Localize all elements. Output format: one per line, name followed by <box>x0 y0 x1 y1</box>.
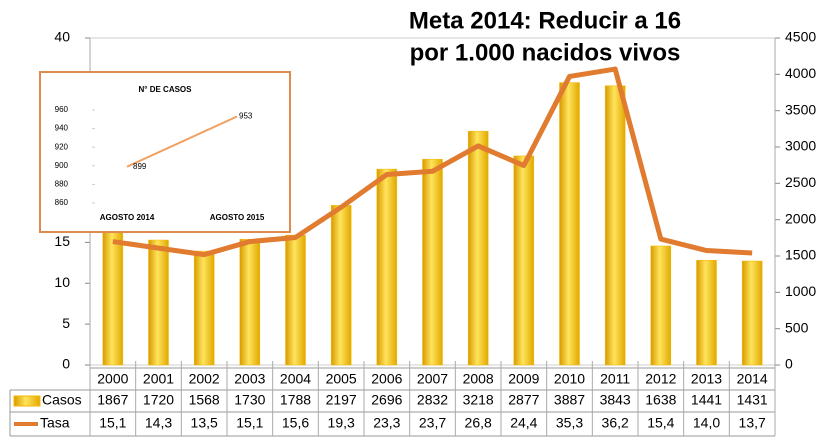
bar <box>422 158 443 366</box>
x-tick-label: 2012 <box>645 371 676 387</box>
y2-tick-label: 1000 <box>785 283 816 299</box>
y-tick-label: 5 <box>62 315 70 331</box>
table-value: 15,6 <box>282 415 309 431</box>
bar <box>239 239 261 366</box>
bar <box>285 234 306 366</box>
bar <box>193 250 215 366</box>
x-tick-label: AGOSTO 2015 <box>210 213 265 222</box>
x-tick-label: 2003 <box>234 371 265 387</box>
table-value: 2832 <box>417 392 448 408</box>
legend-label: Tasa <box>40 415 70 431</box>
bar <box>513 155 535 366</box>
y-tick-label: 920 <box>55 142 69 151</box>
y2-tick-label: 2000 <box>785 210 816 226</box>
x-tick-label: AGOSTO 2014 <box>100 213 155 222</box>
table-value: 1720 <box>143 392 174 408</box>
table-value: 13,5 <box>191 415 218 431</box>
bar <box>559 82 580 366</box>
line <box>126 115 238 168</box>
line <box>112 66 753 258</box>
bar <box>148 239 169 366</box>
y-tick-label: 10 <box>54 274 70 290</box>
y-tick-label: 0 <box>62 356 70 372</box>
bar <box>330 205 352 366</box>
x-tick-label: 2005 <box>326 371 357 387</box>
y2-tick-label: 500 <box>785 319 809 335</box>
y2-tick-label: 4500 <box>785 29 816 45</box>
chart-title: por 1.000 nacidos vivos <box>410 39 681 66</box>
data-label: 953 <box>239 112 253 121</box>
x-tick-label: 2001 <box>143 371 174 387</box>
table-value: 19,3 <box>328 415 355 431</box>
y-tick-label: 900 <box>55 161 69 170</box>
legend-label: Casos <box>42 392 82 408</box>
table-value: 36,2 <box>602 415 629 431</box>
bar <box>604 85 626 366</box>
y-tick-label: 40 <box>54 29 70 45</box>
y-tick-label: 860 <box>55 198 69 207</box>
x-tick-label: 2007 <box>417 371 448 387</box>
bar <box>741 260 763 366</box>
y-tick-label: 940 <box>55 124 69 133</box>
bar <box>696 260 717 366</box>
bar <box>467 130 489 366</box>
table-value: 14,0 <box>693 415 720 431</box>
x-tick-label: 2010 <box>554 371 585 387</box>
bar <box>376 168 398 366</box>
table-value: 13,7 <box>739 415 766 431</box>
table-value: 15,1 <box>236 415 263 431</box>
table-value: 2197 <box>326 392 357 408</box>
inset-frame <box>39 71 291 233</box>
chart-title: Meta 2014: Reducir a 16 <box>409 7 681 34</box>
y2-tick-label: 3000 <box>785 138 816 154</box>
y2-tick-label: 1500 <box>785 247 816 263</box>
table-value: 2877 <box>508 392 539 408</box>
table-value: 3218 <box>463 392 494 408</box>
bar <box>102 229 124 366</box>
y2-tick-label: 2500 <box>785 174 816 190</box>
table-value: 3887 <box>554 392 585 408</box>
table-value: 1441 <box>691 392 722 408</box>
y2-tick-label: 0 <box>785 356 793 372</box>
x-tick-label: 2000 <box>97 371 128 387</box>
table-value: 35,3 <box>556 415 583 431</box>
inset-title: N° DE CASOS <box>139 85 193 94</box>
table-value: 24,4 <box>510 415 537 431</box>
x-tick-label: 2002 <box>189 371 220 387</box>
y2-tick-label: 4000 <box>785 65 816 81</box>
x-tick-label: 2014 <box>737 371 768 387</box>
table-value: 15,1 <box>99 415 126 431</box>
x-tick-label: 2006 <box>371 371 402 387</box>
y2-tick-label: 3500 <box>785 101 816 117</box>
table-value: 1568 <box>189 392 220 408</box>
table-value: 2696 <box>371 392 402 408</box>
x-tick-label: 2009 <box>508 371 539 387</box>
y-tick-label: 880 <box>55 180 69 189</box>
table-value: 14,3 <box>145 415 172 431</box>
table-value: 15,4 <box>647 415 674 431</box>
table-value: 1431 <box>737 392 768 408</box>
x-tick-label: 2008 <box>463 371 494 387</box>
x-tick-label: 2013 <box>691 371 722 387</box>
table-value: 1867 <box>97 392 128 408</box>
bar <box>650 245 672 366</box>
y-tick-label: 960 <box>55 105 69 114</box>
table-value: 26,8 <box>465 415 492 431</box>
data-label: 899 <box>133 162 147 171</box>
table-value: 23,7 <box>419 415 446 431</box>
x-tick-label: 2011 <box>600 371 630 387</box>
table-value: 23,3 <box>373 415 400 431</box>
y-tick-label: 15 <box>54 233 70 249</box>
table-value: 3843 <box>600 392 631 408</box>
table-value: 1730 <box>234 392 265 408</box>
x-tick-label: 2004 <box>280 371 311 387</box>
legend-key <box>13 395 41 407</box>
table-value: 1788 <box>280 392 311 408</box>
table-value: 1638 <box>645 392 676 408</box>
